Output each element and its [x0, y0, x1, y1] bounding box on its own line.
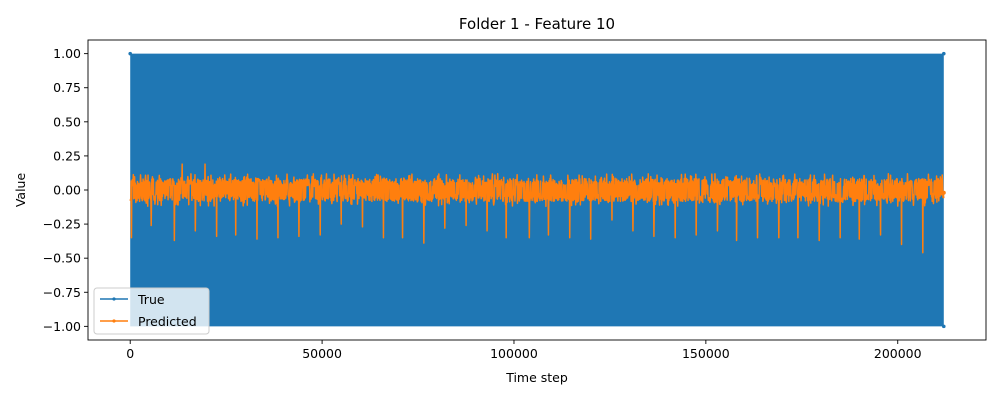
series-true-point: [941, 324, 946, 329]
series-predicted-line: [129, 163, 945, 254]
y-axis-ticks: 1.00 0.75 0.50 0.25 0.00 −0.25 −0.50 −0.75 −1.00: [43, 46, 88, 334]
x-tick-label: 200000: [874, 346, 922, 361]
y-tick-label: 0.50: [53, 114, 81, 129]
y-axis-label: Value: [13, 173, 28, 208]
series-true-point: [128, 51, 133, 56]
y-tick-label: −1.00: [43, 319, 81, 334]
series-true-point: [941, 51, 946, 56]
x-tick-label: 100000: [490, 346, 538, 361]
data-layer: [128, 51, 946, 329]
legend-true-label: True: [137, 292, 165, 307]
legend-true-marker: [112, 297, 116, 301]
y-tick-label: −0.25: [43, 217, 81, 232]
x-axis-label: Time step: [505, 370, 568, 385]
y-tick-label: 0.75: [53, 80, 81, 95]
legend-predicted-marker: [112, 319, 116, 323]
y-tick-label: 0.00: [53, 183, 81, 198]
y-tick-label: −0.50: [43, 251, 81, 266]
x-axis-ticks: 0 50000 100000 150000 200000: [126, 340, 922, 361]
legend-predicted-label: Predicted: [138, 314, 197, 329]
series-predicted-point: [941, 190, 946, 195]
y-tick-label: 0.25: [53, 148, 81, 163]
y-tick-label: −0.75: [43, 285, 81, 300]
x-tick-label: 0: [126, 346, 134, 361]
x-tick-label: 50000: [302, 346, 342, 361]
legend: True Predicted: [93, 287, 210, 335]
chart-title: Folder 1 - Feature 10: [459, 15, 615, 33]
x-tick-label: 150000: [682, 346, 730, 361]
y-tick-label: 1.00: [53, 46, 81, 61]
